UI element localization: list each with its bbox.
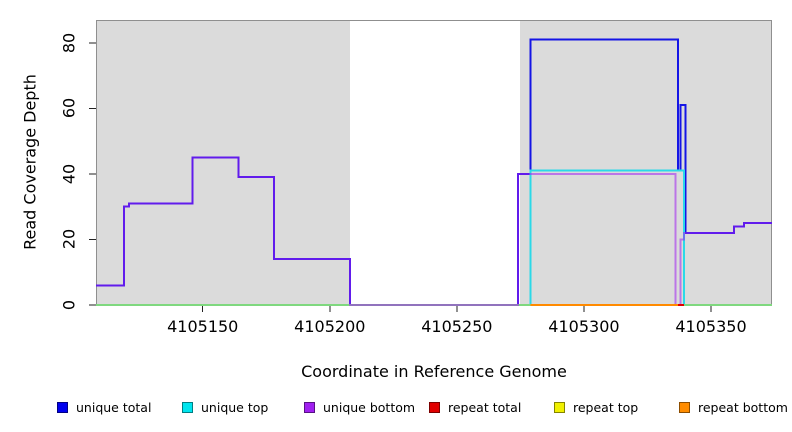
y-tick-label: 40 (59, 163, 79, 185)
legend-label: repeat bottom (698, 400, 788, 415)
series-line-unique-bottom (96, 156, 772, 306)
uncovered-gap-region (350, 21, 521, 304)
x-axis-title: Coordinate in Reference Genome (301, 362, 567, 381)
legend-swatch-repeat-total (429, 402, 440, 413)
legend-item-repeat-top: repeat top (554, 400, 638, 415)
y-tick-label: 60 (59, 98, 79, 119)
x-tick-label: 4105250 (421, 317, 493, 336)
y-axis-title: Read Coverage Depth (20, 74, 40, 250)
y-tick-label: 0 (59, 299, 79, 311)
x-tick-label: 4105300 (548, 317, 620, 336)
legend-swatch-repeat-bottom (679, 402, 690, 413)
legend-label: repeat top (573, 400, 639, 415)
legend-item-unique-top: unique top (182, 400, 268, 415)
legend-label: unique top (201, 400, 269, 415)
legend-swatch-unique-total (57, 402, 68, 413)
legend-label: unique total (76, 400, 152, 415)
legend: unique total unique top unique bottom repea… (0, 400, 792, 424)
legend-item-repeat-total: repeat total (429, 400, 521, 415)
x-tick-label: 4105350 (675, 317, 747, 336)
legend-item-repeat-bottom: repeat bottom (679, 400, 788, 415)
y-tick-label: 80 (59, 32, 79, 54)
x-tick-label: 4105150 (167, 317, 239, 336)
legend-swatch-unique-bottom (304, 402, 315, 413)
x-tick-label: 4105200 (294, 317, 366, 336)
legend-item-unique-bottom: unique bottom (304, 400, 415, 415)
legend-label: unique bottom (323, 400, 416, 415)
series-line-unique-total (96, 38, 772, 306)
legend-label: repeat total (448, 400, 522, 415)
y-tick-label: 20 (59, 229, 79, 250)
legend-item-unique-total: unique total (57, 400, 151, 415)
legend-swatch-unique-top (182, 402, 193, 413)
series-line-unique-top (96, 169, 772, 306)
legend-swatch-repeat-top (554, 402, 565, 413)
